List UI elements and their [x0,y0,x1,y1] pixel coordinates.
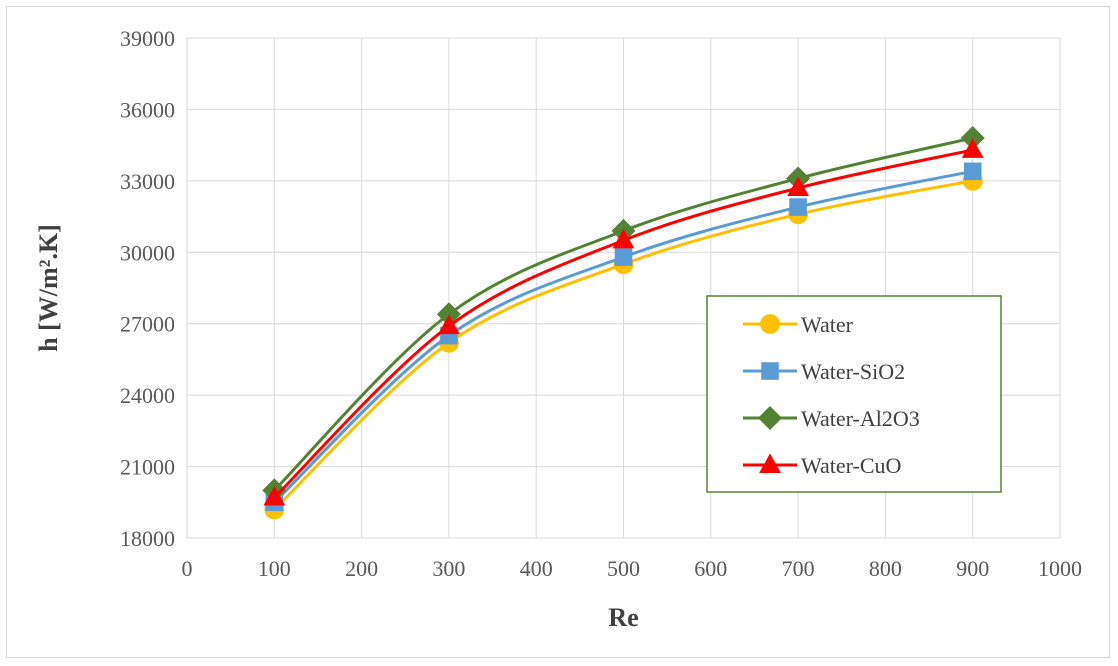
x-tick-label: 0 [182,556,193,581]
series-layer [262,126,985,520]
x-tick-label: 600 [694,556,727,581]
data-point [960,126,985,150]
legend-marker [760,314,780,334]
legend-item: Water-Al2O3 [743,406,920,431]
axes: 0 100 200 300 400 500 600 700 800 900 1000 18000 210… [120,26,1082,581]
line-chart: 0 100 200 300 400 500 600 700 800 900 1000 18000 210… [34,26,1082,632]
x-tick-label: 400 [520,556,553,581]
y-tick-label: 27000 [120,312,175,337]
x-tick-label: 500 [607,556,640,581]
x-tick-label: 1000 [1038,556,1082,581]
legend: Water Water-SiO2 Water-Al2O3 Water-CuO [706,295,1002,493]
y-tick-label: 21000 [120,455,175,480]
data-point [789,198,807,216]
data-point [963,162,982,181]
x-tick-label: 900 [956,556,989,581]
y-tick-label: 18000 [120,526,175,551]
legend-box [706,295,1002,493]
legend-item: Water-CuO [743,453,901,478]
y-tick-label: 30000 [120,240,175,265]
y-axis-title: h [W/m².K] [34,224,63,352]
x-axis-title: Re [608,603,638,632]
x-tick-label: 800 [869,556,902,581]
x-tick-label: 100 [258,556,291,581]
legend-item: Water-SiO2 [743,359,905,384]
data-point [787,176,809,196]
legend-item: Water [743,312,854,337]
legend-marker [758,406,782,430]
chart-frame: 0 100 200 300 400 500 600 700 800 900 1000 18000 210… [6,6,1110,658]
legend-label: Water [801,312,854,337]
x-tick-label: 200 [345,556,378,581]
legend-label: Water-SiO2 [801,359,905,384]
legend-label: Water-Al2O3 [801,406,920,431]
legend-label: Water-CuO [801,453,901,478]
data-point [614,248,633,266]
y-tick-label: 39000 [120,26,175,51]
data-point [612,228,635,249]
legend-marker [761,362,779,380]
x-tick-label: 700 [782,556,815,581]
data-point [263,486,286,506]
y-tick-label: 33000 [120,169,175,194]
y-tick-label: 24000 [120,383,175,408]
legend-marker [759,453,781,473]
x-tick-label: 300 [432,556,465,581]
data-point [961,138,984,158]
data-point [438,314,460,335]
series-water-cuo [263,138,984,506]
y-tick-label: 36000 [120,97,175,122]
